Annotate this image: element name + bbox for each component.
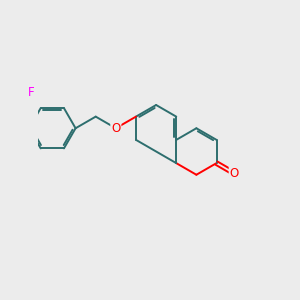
Text: O: O	[111, 122, 121, 135]
Text: O: O	[230, 167, 239, 180]
Text: F: F	[28, 86, 35, 99]
